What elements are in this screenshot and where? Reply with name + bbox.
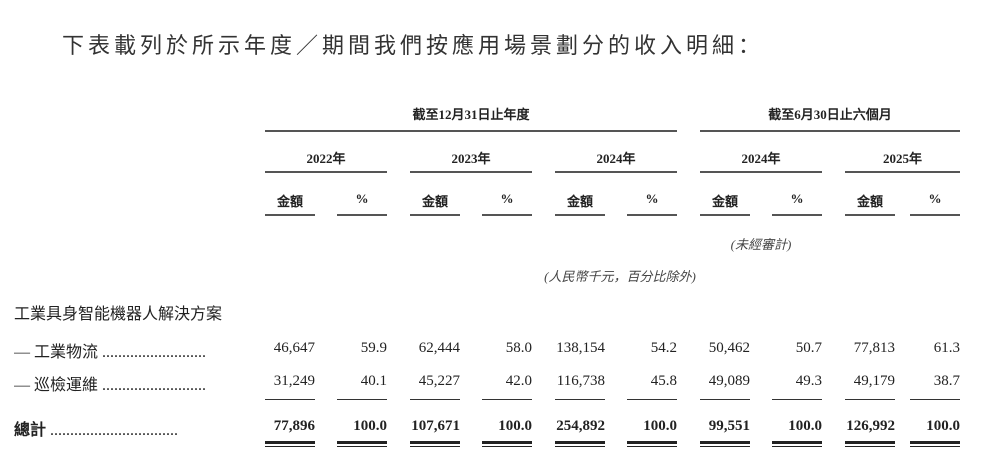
total-double-underline <box>337 441 387 447</box>
table-cell: 38.7 <box>933 373 960 389</box>
table-cell: 42.0 <box>505 373 532 389</box>
total-label: 總計 ................................ <box>14 416 254 440</box>
row-label-text: — 巡檢運維 <box>14 377 99 394</box>
total-double-underline <box>555 441 605 447</box>
pct-header: % <box>928 191 942 206</box>
unaudited-note: (未經審計) <box>730 237 792 252</box>
table-cell: 49,179 <box>853 373 895 389</box>
amount-header: 金額 <box>856 194 883 209</box>
total-cell: 100.0 <box>498 418 532 434</box>
table-cell: 40.1 <box>360 373 387 389</box>
table-cell: 54.2 <box>650 340 677 356</box>
year-header: 2024年 <box>596 151 636 166</box>
subtotal-underline <box>845 399 895 400</box>
total-cell: 100.0 <box>788 418 822 434</box>
interim-header: 截至6月30日止六個月 <box>768 107 892 122</box>
row-label: — 工業物流 .......................... <box>14 338 254 362</box>
table-cell: 50.7 <box>795 340 822 356</box>
amount-header: 金額 <box>566 194 593 209</box>
table-cell: 45.8 <box>650 373 677 389</box>
table-cell: 46,647 <box>273 340 315 356</box>
total-cell: 100.0 <box>643 418 677 434</box>
leader-dots: .......................... <box>98 344 207 361</box>
annual-header: 截至12月31日止年度 <box>412 107 530 122</box>
divider <box>772 214 822 216</box>
total-cell: 100.0 <box>353 418 387 434</box>
leader-dots: ................................ <box>46 422 179 439</box>
subtotal-underline <box>910 399 960 400</box>
subtotal-underline <box>337 399 387 400</box>
total-double-underline <box>482 441 532 447</box>
total-double-underline <box>265 441 315 447</box>
subtotal-underline <box>555 399 605 400</box>
year-header: 2023年 <box>451 151 491 166</box>
total-double-underline <box>410 441 460 447</box>
pct-header: % <box>645 191 659 206</box>
divider <box>700 130 960 132</box>
row-label-text: — 工業物流 <box>14 344 99 361</box>
total-double-underline <box>845 441 895 447</box>
divider <box>265 130 677 132</box>
year-header: 2025年 <box>882 151 922 166</box>
total-double-underline <box>910 441 960 447</box>
total-cell: 77,896 <box>273 418 315 434</box>
table-cell: 62,444 <box>418 340 460 356</box>
pct-header: % <box>500 191 514 206</box>
divider <box>627 214 677 216</box>
subtotal-underline <box>410 399 460 400</box>
total-double-underline <box>627 441 677 447</box>
subtotal-underline <box>265 399 315 400</box>
subtotal-underline <box>627 399 677 400</box>
divider <box>482 214 532 216</box>
divider <box>265 214 315 216</box>
table-cell: 58.0 <box>505 340 532 356</box>
total-cell: 100.0 <box>926 418 960 434</box>
table-cell: 31,249 <box>273 373 315 389</box>
divider <box>410 214 460 216</box>
amount-header: 金額 <box>421 194 448 209</box>
divider <box>700 171 822 173</box>
page-title: 下表載列於所示年度／期間我們按應用場景劃分的收入明細： <box>62 33 765 58</box>
table-cell: 61.3 <box>933 340 960 356</box>
unit-note: (人民幣千元，百分比除外) <box>544 269 696 284</box>
divider <box>265 171 387 173</box>
pct-header: % <box>790 191 804 206</box>
table-cell: 50,462 <box>708 340 750 356</box>
divider <box>910 214 960 216</box>
divider <box>845 214 895 216</box>
year-header: 2024年 <box>741 151 781 166</box>
pct-header: % <box>355 191 369 206</box>
divider <box>555 214 605 216</box>
table-cell: 49.3 <box>795 373 822 389</box>
divider <box>845 171 960 173</box>
divider <box>410 171 532 173</box>
total-double-underline <box>772 441 822 447</box>
divider <box>337 214 387 216</box>
table-cell: 138,154 <box>556 340 605 356</box>
subtotal-underline <box>700 399 750 400</box>
total-double-underline <box>700 441 750 447</box>
divider <box>555 171 677 173</box>
table-cell: 45,227 <box>418 373 460 389</box>
table-cell: 116,738 <box>556 373 605 389</box>
total-cell: 254,892 <box>556 418 605 434</box>
total-cell: 107,671 <box>411 418 460 434</box>
amount-header: 金額 <box>711 194 738 209</box>
section-label: 工業具身智能機器人解決方案 <box>14 306 223 323</box>
subtotal-underline <box>482 399 532 400</box>
leader-dots: .......................... <box>98 377 207 394</box>
table-cell: 77,813 <box>853 340 895 356</box>
table-cell: 59.9 <box>360 340 387 356</box>
total-cell: 99,551 <box>708 418 750 434</box>
total-cell: 126,992 <box>846 418 895 434</box>
row-label: — 巡檢運維 .......................... <box>14 371 254 395</box>
year-header: 2022年 <box>306 151 346 166</box>
table-cell: 49,089 <box>708 373 750 389</box>
amount-header: 金額 <box>276 194 303 209</box>
total-label-text: 總計 <box>14 422 47 439</box>
divider <box>700 214 750 216</box>
subtotal-underline <box>772 399 822 400</box>
